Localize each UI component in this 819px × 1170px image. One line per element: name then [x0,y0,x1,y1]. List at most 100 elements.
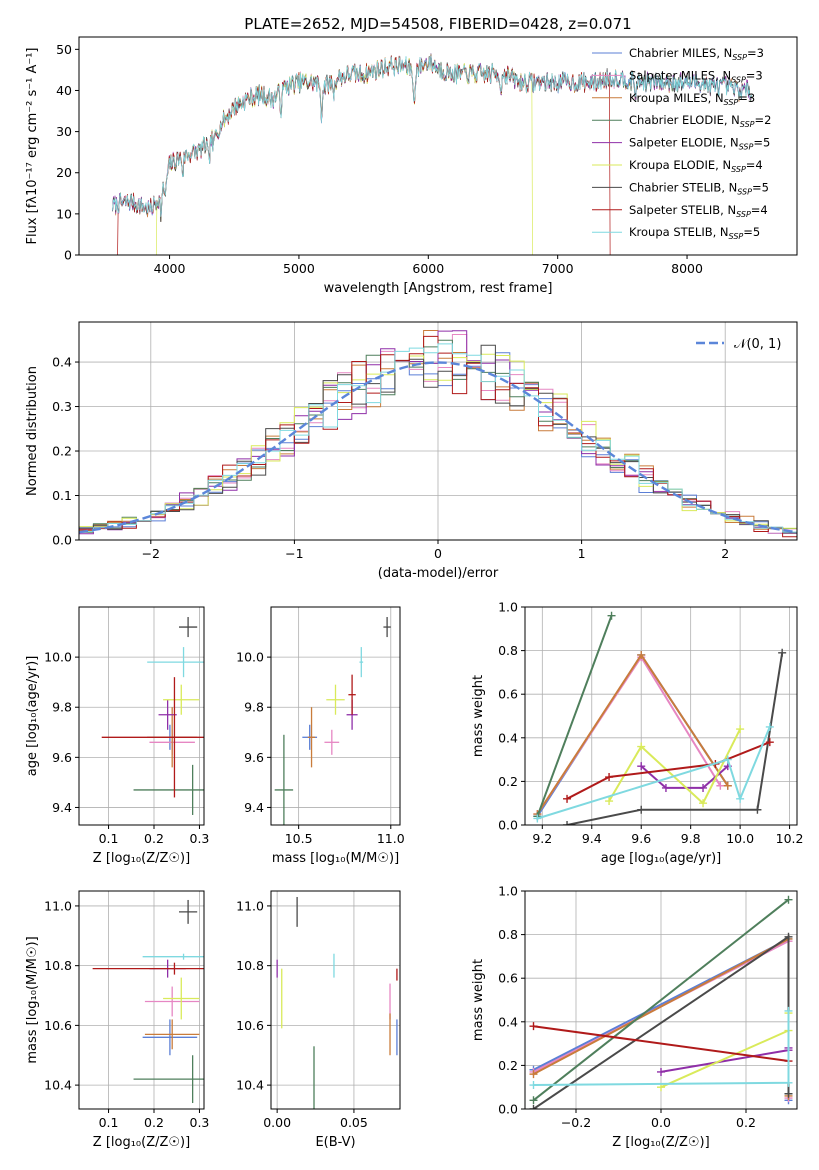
series-marker [784,932,793,941]
legend-entry-salpeter_stelib: Salpeter STELIB, NSSP=4 [629,203,768,219]
series-marker [699,799,708,808]
series-line [532,898,790,1102]
series-line [640,765,729,789]
y-tick-label: 9.4 [244,800,264,815]
y-tick-label: 11.0 [44,898,72,913]
axes-frame [78,36,798,256]
x-tick-label: 0.2 [144,1115,164,1130]
y-tick-label: 0.4 [52,355,72,370]
x-axis-label: (data-model)/error [378,566,499,581]
series-kroupa_miles [533,650,732,819]
series-salpeter_stelib [563,738,774,803]
x-axis-label: Z [log₁₀(Z/Z☉)] [93,851,190,866]
chart-age_weight: 9.2 9.4 9.6 9.8 10.0 10.2 0.0 0.2 0.4 0.6 0.8 1.0 ag… [471,600,804,867]
plot-area [276,896,398,1109]
x-tick-label: 10.0 [726,831,754,846]
series-kroupa_stelib [529,1006,793,1090]
series-marker [753,805,762,814]
point-kroupa_stelib [142,953,204,960]
series-marker [723,781,732,790]
legend-entry-kroupa_elodie: Kroupa ELODIE, NSSP=4 [629,158,763,174]
chart-title: PLATE=2652, MJD=54508, FIBERID=0428, z=0… [244,15,631,33]
y-tick-label: 9.6 [52,750,72,765]
x-tick-label: 0.05 [340,1115,368,1130]
series-chabrier_miles [533,650,732,821]
x-axis-label: age [log₁₀(age/yr)] [601,851,722,866]
plot-area [529,895,793,1109]
series-marker [716,781,725,790]
series-marker [657,1067,665,1076]
point-salpeter_stelib [101,677,204,798]
x-tick-label: 9.4 [582,831,602,846]
y-tick-label: 10.4 [236,1078,264,1093]
point-chabrier_stelib [179,617,198,638]
series-line [536,615,613,817]
series-line [660,1013,790,1089]
point-chabrier_elodie [133,764,204,815]
x-axis-label: Z [log₁₀(Z/Z☉)] [93,1135,190,1150]
y-tick-label: 9.6 [244,750,264,765]
x-tick-label: 2 [721,546,729,561]
series-marker [778,648,787,657]
point-chabrier_elodie [274,734,294,825]
point-kroupa_miles [307,707,316,768]
legend: Chabrier MILES, NSSP=3 Salpeter MILES, NS… [592,46,771,241]
point-chabrier_elodie [133,1055,204,1104]
y-tick-label: 0.3 [52,399,72,414]
legend-entry-salpeter_elodie: Salpeter ELODIE, NSSP=5 [629,136,770,152]
y-axis-label: age [log₁₀(age/yr)] [25,656,40,777]
series-marker [784,895,793,904]
x-tick-label: 4000 [154,261,186,276]
point-chabrier_miles [142,1019,198,1056]
y-tick-label: 9.8 [52,700,72,715]
series-marker [605,773,614,782]
x-tick-label: 0.1 [99,1115,119,1130]
x-axis-label: E(B-V) [315,1135,355,1150]
point-kroupa_stelib [359,647,364,678]
point-kroupa_elodie [326,684,345,715]
y-tick-label: 0.0 [498,818,518,833]
y-axis-label: Flux [fλ10⁻¹⁷ erg cm⁻² s⁻¹ A⁻¹] [25,48,40,245]
y-tick-label: 0 [64,248,72,263]
y-tick-label: 0.1 [52,488,72,503]
y-tick-label: 9.8 [244,700,264,715]
axes-frame [524,606,798,826]
axes-frame [270,890,401,1110]
y-tick-label: 0.4 [498,730,518,745]
x-tick-label: 0.3 [190,1115,210,1130]
series-marker [529,1070,538,1079]
chart-mass_age: 10.5 11.0 9.4 9.6 9.8 10.0 mass [log₁₀(M/M☉)] [236,606,405,866]
series-marker [563,794,572,803]
y-tick-label: 10.4 [44,1078,72,1093]
y-tick-label: 10.6 [236,1018,264,1033]
legend-entry-normal: 𝒩(0, 1) [734,337,781,352]
y-tick-label: 1.0 [498,600,518,615]
x-tick-label: 0.00 [263,1115,291,1130]
x-tick-label: 9.2 [532,831,552,846]
spectrum-line-kroupa_stelib [112,55,752,217]
x-axis-label: mass [log₁₀(M/M☉)] [272,851,399,866]
series-marker [529,1105,538,1109]
y-tick-label: 0.0 [498,1102,518,1117]
series-marker [607,611,616,620]
chart-spectrum: 4000 5000 6000 7000 8000 0 10 20 30 40 50 wavelengt… [25,15,798,296]
plot-area [274,617,391,825]
y-axis-label: mass weight [471,959,486,1041]
x-tick-label: 0.0 [651,1115,671,1130]
plot-area [92,899,204,1104]
series-marker [637,805,646,814]
chart-ebv_mass: 0.00 0.05 10.4 10.6 10.8 11.0 E(B-V) [236,890,401,1150]
chart-residuals: −2 −1 0 1 2 0.0 0.1 0.2 0.3 0.4 (data-model)/error… [25,321,798,581]
y-tick-label: 10.8 [236,958,264,973]
x-tick-label: 5000 [283,261,315,276]
series-marker [765,722,774,731]
y-tick-label: 0.8 [498,927,518,942]
x-tick-label: 10.5 [285,831,313,846]
y-tick-label: 40 [56,83,72,98]
series-line [536,653,729,817]
legend-entry-chabrier_stelib: Chabrier STELIB, NSSP=5 [629,180,769,196]
plot-area [101,617,204,815]
x-tick-label: 10.2 [776,831,804,846]
series-kroupa_elodie [657,1009,793,1092]
series-marker [529,1022,538,1031]
